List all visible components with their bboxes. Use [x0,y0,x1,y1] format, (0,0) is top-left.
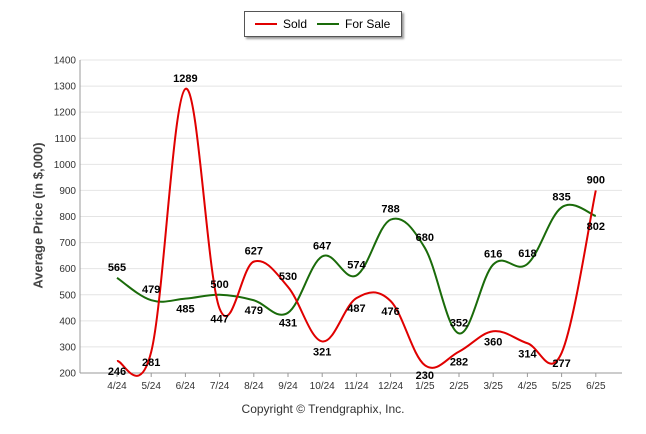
data-label-for-sale: 500 [210,279,228,291]
y-tick-label: 500 [59,290,76,301]
data-label-for-sale: 788 [381,204,399,216]
y-tick-label: 200 [59,369,76,380]
legend: Sold For Sale [244,11,402,37]
data-label-sold: 314 [518,348,537,360]
y-axis-label: Average Price (in $,000) [30,142,46,289]
data-label-sold: 321 [313,346,331,358]
y-axis-ticks: 200 300 400 500 600 700 800 900 1000 1100 1200 1300… [54,56,77,380]
y-tick-label: 300 [59,342,76,353]
x-tick-label: 4/25 [518,381,538,392]
copyright-text: Copyright © Trendgraphix, Inc. [241,402,405,416]
data-label-sold: 627 [245,246,263,258]
y-tick-label: 1200 [54,108,77,119]
legend-label-for-sale: For Sale [345,17,391,31]
data-label-sold: 476 [381,306,399,318]
data-labels: 246 281 1289 447 627 530 321 487 476 230 282 360 314… [108,73,605,382]
data-label-sold: 530 [279,271,297,283]
legend-swatch-for-sale [317,23,339,25]
data-label-for-sale: 616 [484,248,502,260]
data-label-for-sale: 574 [347,259,366,271]
x-tick-label: 8/24 [244,381,264,392]
x-tick-label: 5/24 [141,381,161,392]
y-tick-label: 1400 [54,56,77,67]
y-tick-label: 1000 [54,160,77,171]
x-tick-label: 2/25 [449,381,469,392]
series-lines [116,87,597,377]
data-label-sold: 230 [416,370,434,382]
data-label-for-sale: 680 [416,232,434,244]
x-tick-label: 9/24 [278,381,298,392]
y-tick-label: 1300 [54,82,77,93]
legend-swatch-sold [255,23,277,25]
data-label-sold: 282 [450,357,468,369]
x-tick-label: 4/24 [107,381,127,392]
data-label-sold: 360 [484,336,502,348]
data-label-for-sale: 802 [587,221,605,233]
data-label-for-sale: 352 [450,317,468,329]
y-tick-label: 600 [59,264,76,275]
x-tick-label: 10/24 [310,381,335,392]
data-label-for-sale: 479 [142,284,160,296]
x-tick-label: 7/24 [210,381,230,392]
data-label-for-sale: 431 [279,318,297,330]
data-label-sold: 487 [347,303,365,315]
y-tick-label: 400 [59,316,76,327]
y-tick-label: 700 [59,238,76,249]
data-label-sold: 246 [108,366,126,378]
data-label-for-sale: 835 [552,191,570,203]
data-label-for-sale: 479 [245,305,263,317]
data-label-sold: 900 [587,174,605,186]
y-tick-label: 1100 [54,134,76,145]
x-axis-ticks: 4/24 5/24 6/24 7/24 8/24 9/24 10/24 11/24 12/24 1… [107,373,606,392]
data-label-sold: 281 [142,357,160,369]
y-tick-label: 800 [59,212,76,223]
x-tick-label: 11/24 [344,381,369,392]
grid-lines [79,59,622,374]
data-label-sold: 277 [552,358,570,370]
series-line-sold [116,87,597,377]
x-tick-label: 6/24 [176,381,196,392]
data-label-sold: 1289 [173,73,197,85]
series-line-for-sale [116,203,597,335]
x-tick-label: 3/25 [483,381,503,392]
data-label-for-sale: 647 [313,240,331,252]
x-tick-label: 5/25 [552,381,572,392]
data-label-for-sale: 565 [108,262,126,274]
legend-label-sold: Sold [283,17,308,31]
data-label-sold: 447 [210,314,228,326]
data-label-for-sale: 618 [518,248,536,260]
x-tick-label: 6/25 [586,381,606,392]
data-label-for-sale: 485 [176,304,194,316]
y-tick-label: 900 [59,186,76,197]
x-tick-label: 1/25 [415,381,435,392]
x-tick-label: 12/24 [378,381,403,392]
